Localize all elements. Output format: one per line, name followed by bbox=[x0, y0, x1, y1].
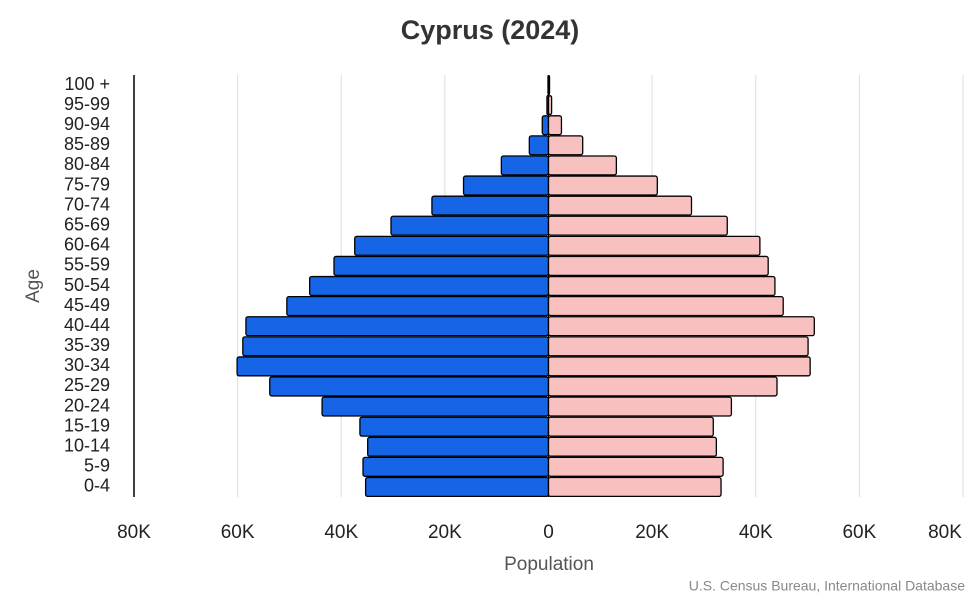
bar bbox=[362, 456, 550, 477]
y-tick-label: 30-34 bbox=[64, 355, 110, 375]
bar bbox=[321, 396, 550, 417]
source-note: U.S. Census Bureau, International Databa… bbox=[689, 578, 965, 594]
x-axis-title: Population bbox=[504, 554, 594, 575]
bar bbox=[462, 175, 550, 196]
y-tick-label: 25-29 bbox=[64, 375, 110, 395]
bar bbox=[547, 356, 811, 377]
y-tick-label: 85-89 bbox=[64, 134, 110, 154]
bar bbox=[242, 336, 550, 357]
bar bbox=[547, 115, 563, 136]
bar bbox=[500, 155, 550, 176]
bar bbox=[547, 476, 722, 498]
bar bbox=[547, 336, 809, 357]
bar bbox=[308, 275, 550, 297]
y-tick-label: 15-19 bbox=[64, 415, 110, 435]
y-tick-label: 5-9 bbox=[84, 456, 110, 476]
bar bbox=[286, 296, 550, 317]
y-tick-label: 0-4 bbox=[84, 476, 110, 496]
bar bbox=[354, 235, 550, 256]
grid: 80K 60K 40K 20K 0 20K 40K 60K 80K 0-45-910-1415-1… bbox=[64, 74, 964, 543]
bar bbox=[333, 255, 550, 276]
bar bbox=[431, 195, 550, 216]
bar bbox=[547, 195, 693, 216]
x-tick-label: 60K bbox=[842, 522, 876, 543]
bar bbox=[541, 115, 550, 136]
y-tick-label: 45-49 bbox=[64, 295, 110, 315]
bar bbox=[359, 416, 550, 437]
bar bbox=[547, 255, 769, 276]
x-tick-label: 80K bbox=[928, 522, 962, 543]
x-tick-label: 60K bbox=[221, 522, 255, 543]
x-tick-label: 80K bbox=[117, 522, 151, 543]
bar bbox=[547, 215, 728, 236]
y-tick-label: 95-99 bbox=[64, 94, 110, 114]
bar bbox=[367, 436, 550, 457]
bar bbox=[547, 416, 714, 437]
bar bbox=[269, 376, 550, 397]
x-tick-label: 20K bbox=[635, 522, 669, 543]
x-tick-label: 20K bbox=[428, 522, 462, 543]
y-tick-label: 40-44 bbox=[64, 315, 110, 335]
bar bbox=[547, 436, 718, 457]
x-tick-label: 40K bbox=[324, 522, 358, 543]
bar bbox=[547, 396, 733, 417]
bar bbox=[364, 476, 550, 498]
y-tick-label: 75-79 bbox=[64, 174, 110, 194]
y-tick-label: 20-24 bbox=[64, 395, 110, 415]
bar bbox=[528, 135, 550, 156]
x-tick-label: 40K bbox=[739, 522, 773, 543]
bar bbox=[547, 296, 784, 317]
y-tick-label: 70-74 bbox=[64, 194, 110, 214]
bar bbox=[547, 456, 724, 477]
y-axis-title: Age bbox=[23, 269, 44, 303]
y-tick-label: 100 + bbox=[64, 74, 110, 94]
bar bbox=[547, 135, 584, 156]
y-tick-label: 10-14 bbox=[64, 436, 110, 456]
bars bbox=[236, 74, 815, 498]
bar bbox=[547, 316, 815, 337]
y-tick-label: 50-54 bbox=[64, 275, 110, 295]
bar bbox=[547, 175, 658, 196]
y-tick-label: 35-39 bbox=[64, 335, 110, 355]
bar bbox=[245, 316, 550, 337]
bar bbox=[547, 376, 778, 397]
bar bbox=[236, 356, 550, 377]
y-tick-label: 60-64 bbox=[64, 235, 110, 255]
bar bbox=[547, 155, 618, 176]
y-tick-label: 80-84 bbox=[64, 154, 110, 174]
chart-title: Cyprus (2024) bbox=[401, 15, 580, 45]
y-tick-label: 55-59 bbox=[64, 255, 110, 275]
bar bbox=[547, 275, 776, 297]
y-tick-label: 90-94 bbox=[64, 114, 110, 134]
y-tick-label: 65-69 bbox=[64, 214, 110, 234]
bar bbox=[390, 215, 550, 236]
x-tick-label: 0 bbox=[543, 522, 554, 543]
bar bbox=[547, 235, 761, 256]
